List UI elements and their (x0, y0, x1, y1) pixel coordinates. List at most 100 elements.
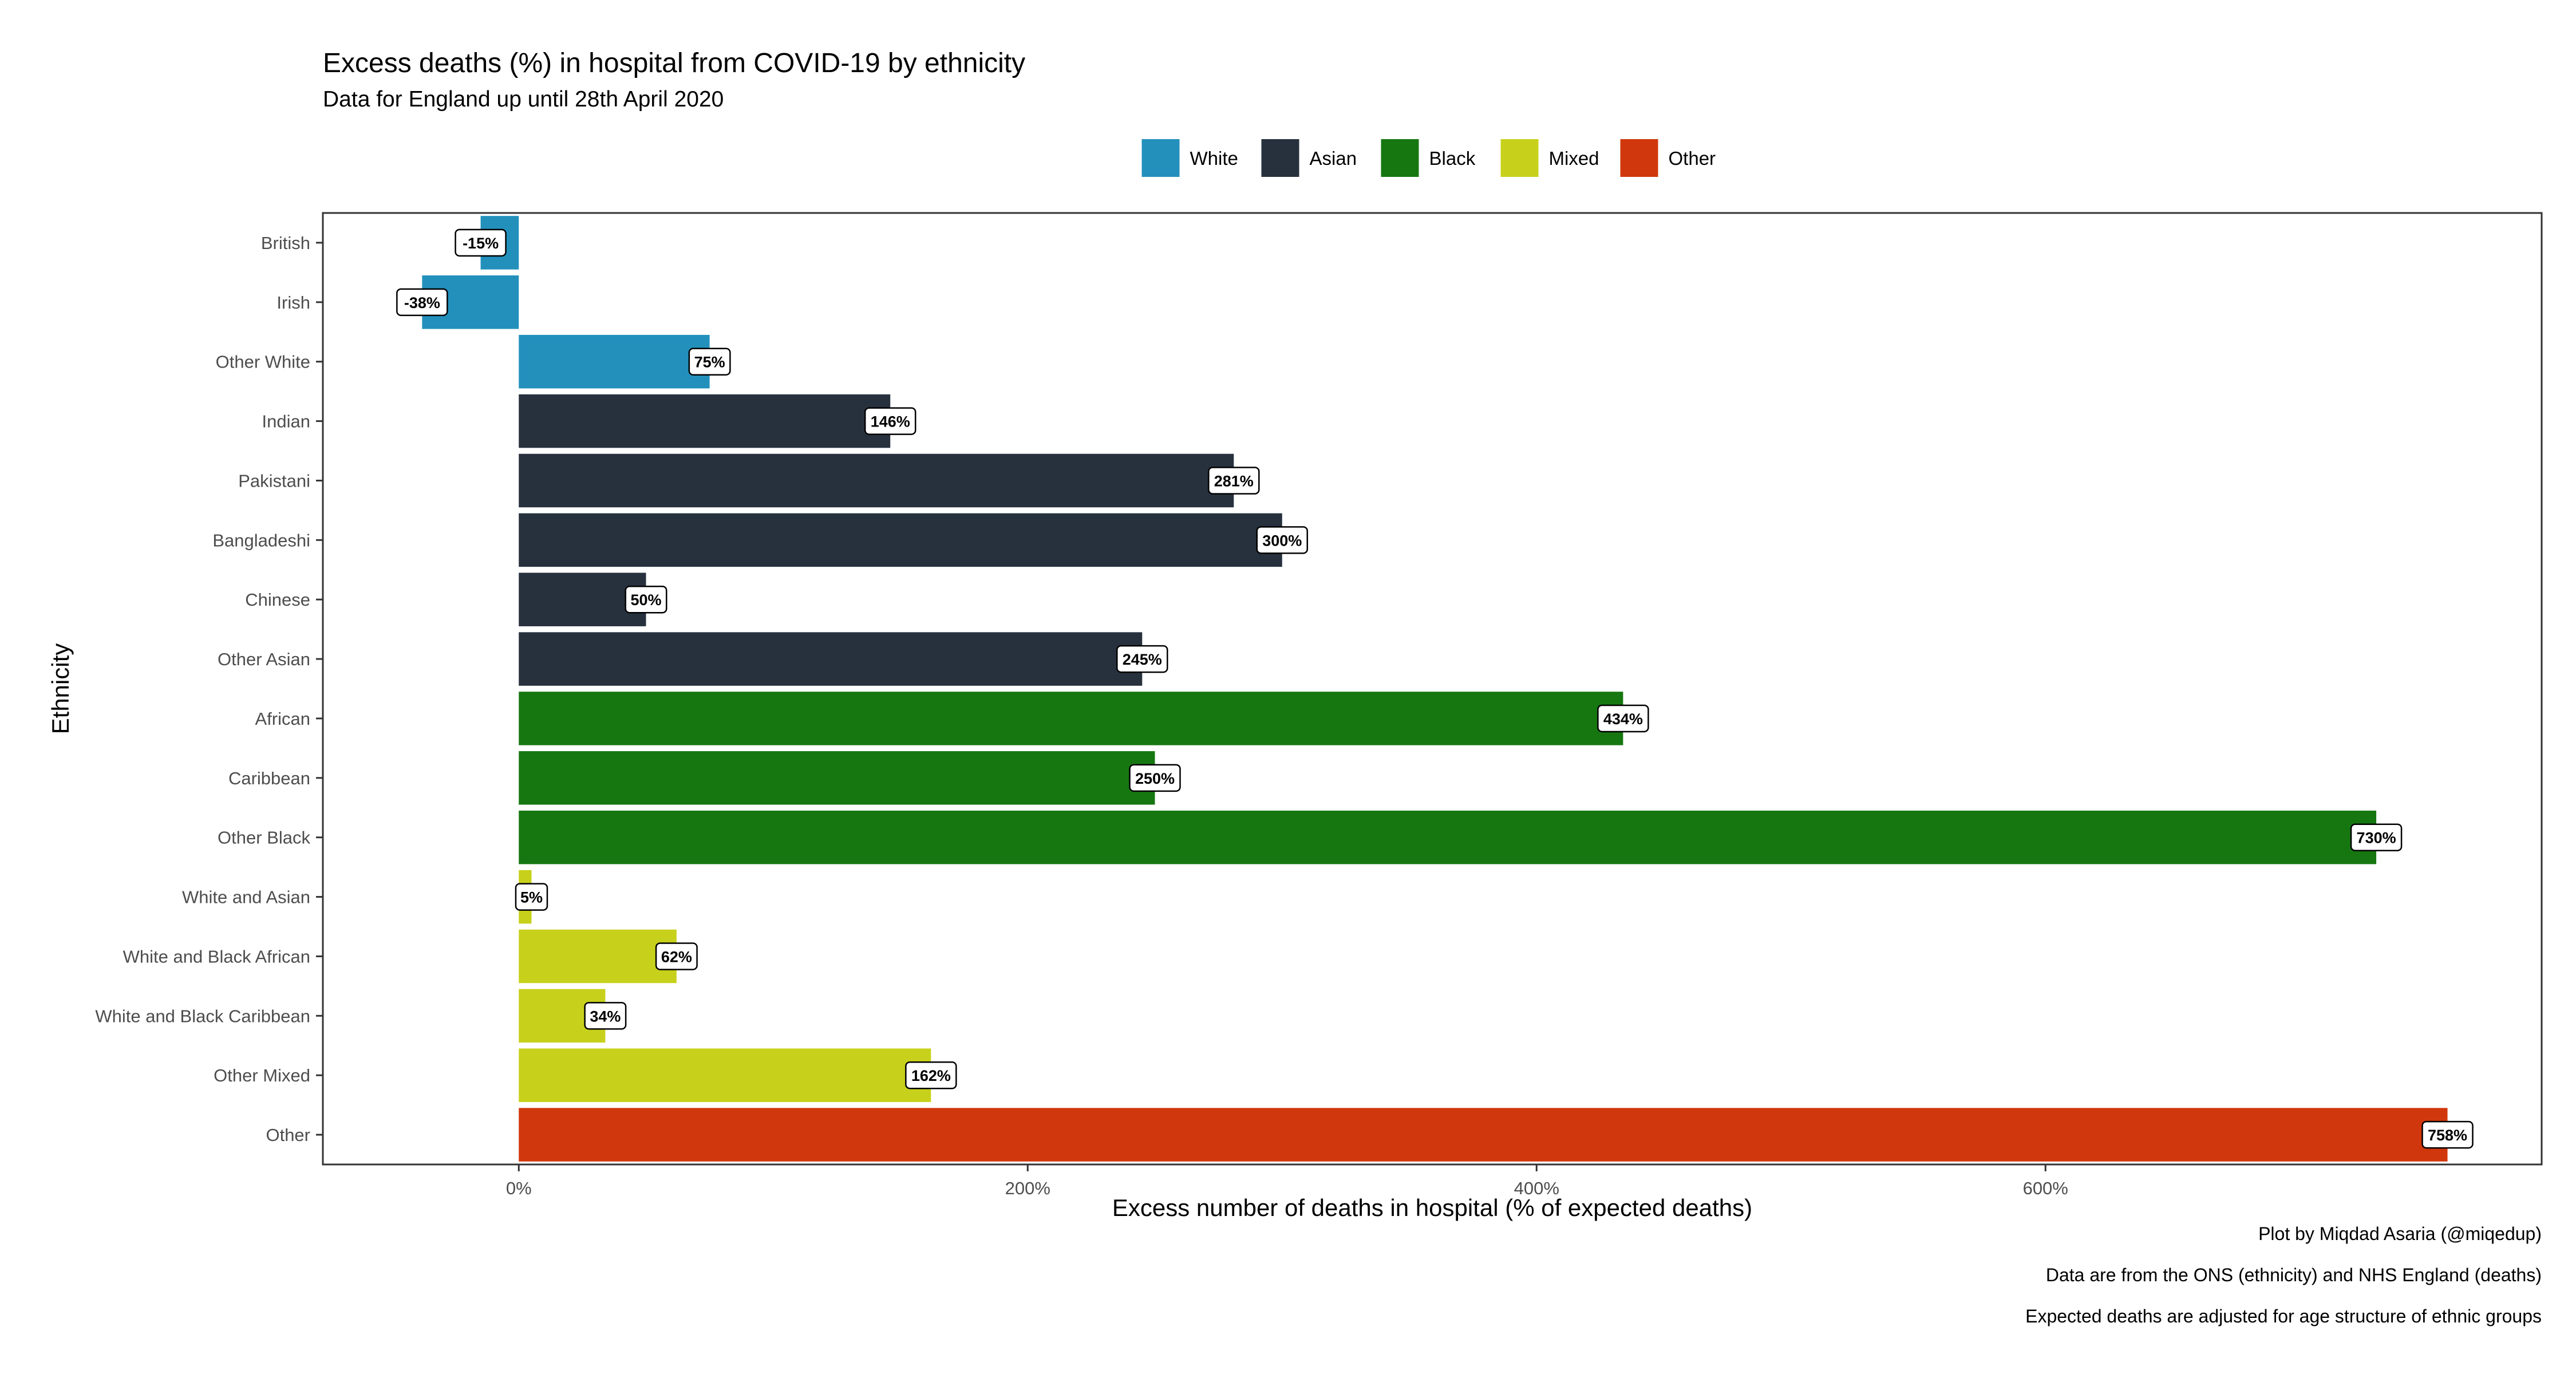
y-tick-label-chinese: Chinese (245, 590, 310, 610)
data-label-box (1208, 467, 1260, 495)
y-tick-label-other-black: Other Black (218, 828, 310, 848)
data-label-group: -15% -38% 75% 146% 281% 300% 50% 245% 434% 250% 73… (396, 228, 2474, 1149)
data-label-text: 50% (630, 591, 661, 609)
y-tick-label-african: African (255, 709, 310, 729)
data-label-text: 730% (2357, 830, 2396, 847)
legend: White Asian Black Mixed Other (1141, 139, 1716, 177)
data-label-other-black: 730% (2350, 823, 2403, 851)
legend-key-mixed (1500, 139, 1539, 177)
data-label-box (2421, 1120, 2474, 1149)
caption-3: Expected deaths are adjusted for age str… (2025, 1306, 2542, 1326)
data-label-box (515, 883, 548, 911)
data-label-box (1129, 764, 1181, 792)
legend-key-other (1620, 139, 1658, 177)
data-label-white-and-black-caribbean: 34% (584, 1002, 627, 1030)
y-tick-label-other: Other (266, 1125, 310, 1145)
data-label-box (688, 348, 731, 376)
caption-2: Data are from the ONS (ethnicity) and NH… (2046, 1265, 2542, 1285)
legend-label-mixed: Mixed (1549, 148, 1599, 169)
data-label-chinese: 50% (625, 585, 667, 614)
data-label-box (584, 1002, 627, 1030)
bar-other-mixed (519, 1048, 931, 1102)
y-tick-label-other-white: Other White (216, 352, 310, 372)
bar-white-and-black-african (519, 929, 677, 984)
data-label-white-and-asian: 5% (515, 883, 548, 911)
data-label-white-and-black-african: 62% (655, 942, 698, 970)
legend-label-other: Other (1669, 148, 1716, 169)
bar-group (422, 216, 2448, 1162)
y-tick-label-other-mixed: Other Mixed (214, 1065, 310, 1085)
data-label-text: 62% (661, 948, 692, 965)
y-tick-label-other-asian: Other Asian (218, 649, 310, 669)
data-label-pakistani: 281% (1208, 467, 1260, 495)
y-tick-label-white-and-black-african: White and Black African (123, 946, 310, 966)
bar-caribbean (519, 751, 1155, 805)
data-label-text: 5% (520, 889, 543, 906)
chart-subtitle: Data for England up until 28th April 202… (323, 87, 724, 112)
x-axis: 0% 200% 400% 600% (506, 1164, 2068, 1198)
x-tick-label-1: 200% (1005, 1178, 1050, 1198)
data-label-text: -38% (404, 294, 440, 311)
y-tick-label-caribbean: Caribbean (228, 768, 310, 788)
data-label-text: 34% (590, 1008, 621, 1025)
data-label-text: 281% (1214, 472, 1254, 489)
y-tick-label-white-and-asian: White and Asian (182, 887, 310, 907)
bar-pakistani (519, 453, 1234, 508)
y-axis-title: Ethnicity (47, 643, 74, 735)
bar-other-black (519, 810, 2377, 864)
data-label-caribbean: 250% (1129, 764, 1181, 792)
data-label-box (2350, 823, 2403, 851)
y-tick-label-white-and-black-caribbean: White and Black Caribbean (95, 1006, 310, 1026)
caption-group: Plot by Miqdad Asaria (@miqedup) Data are… (2025, 1223, 2542, 1326)
data-label-box (1256, 526, 1308, 554)
bar-other-asian (519, 632, 1143, 686)
y-tick-label-irish: Irish (276, 293, 310, 313)
data-label-bangladeshi: 300% (1256, 526, 1308, 554)
data-label-text: 758% (2428, 1127, 2467, 1144)
data-label-box (1116, 645, 1168, 673)
caption-1: Plot by Miqdad Asaria (@miqedup) (2258, 1223, 2542, 1244)
data-label-indian: 146% (864, 407, 916, 435)
data-label-text: 146% (871, 413, 910, 431)
data-label-box (455, 228, 507, 257)
data-label-box (1597, 704, 1649, 733)
data-label-other-asian: 245% (1116, 645, 1168, 673)
x-axis-title: Excess number of deaths in hospital (% o… (1112, 1194, 1752, 1221)
data-label-african: 434% (1597, 704, 1649, 733)
data-label-text: 300% (1262, 532, 1302, 549)
chart-title: Excess deaths (%) in hospital from COVID… (323, 48, 1025, 78)
data-label-text: -15% (463, 235, 499, 252)
y-axis: British Irish Other White Indian Pakistani Ba… (95, 233, 323, 1145)
bar-other (519, 1108, 2448, 1162)
bar-chinese (519, 572, 646, 626)
legend-key-white (1141, 139, 1180, 177)
y-tick-label-bangladeshi: Bangladeshi (212, 530, 310, 550)
legend-key-asian (1261, 139, 1299, 177)
x-tick-label-0: 0% (506, 1178, 532, 1198)
legend-label-white: White (1190, 148, 1238, 169)
data-label-text: 162% (911, 1067, 951, 1084)
data-label-other: 758% (2421, 1120, 2474, 1149)
y-tick-label-indian: Indian (262, 412, 310, 432)
data-label-british: -15% (455, 228, 507, 257)
plot-panel (322, 212, 2543, 1166)
data-label-box (864, 407, 916, 435)
legend-label-black: Black (1429, 148, 1476, 169)
y-tick-label-british: British (261, 233, 310, 253)
x-tick-label-2: 400% (1514, 1178, 1559, 1198)
bar-indian (519, 394, 891, 448)
legend-label-asian: Asian (1310, 148, 1357, 169)
bar-bangladeshi (519, 513, 1282, 567)
data-label-box (396, 288, 448, 317)
data-label-box (655, 942, 698, 970)
legend-key-black (1381, 139, 1419, 177)
x-tick-label-3: 600% (2023, 1178, 2068, 1198)
y-tick-label-pakistani: Pakistani (238, 471, 310, 491)
data-label-text: 245% (1123, 651, 1162, 668)
bar-african (519, 692, 1623, 745)
data-label-box (625, 585, 667, 614)
data-label-text: 75% (694, 354, 725, 371)
data-label-other-white: 75% (688, 348, 731, 376)
data-label-text: 250% (1135, 770, 1175, 787)
